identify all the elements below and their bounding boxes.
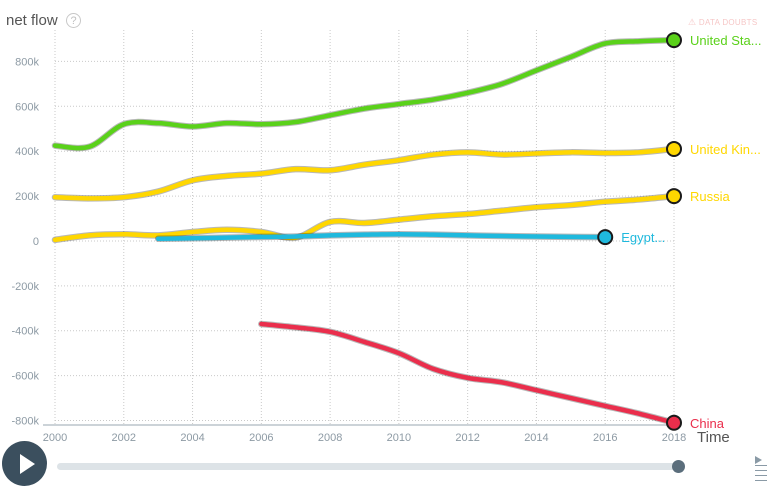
y-tick-label: 800k (15, 56, 39, 68)
time-slider-track[interactable] (57, 463, 677, 470)
x-tick-label: 2014 (524, 432, 548, 444)
y-axis-title[interactable]: net flow (6, 12, 58, 29)
series-label[interactable]: United Kin... (690, 142, 761, 157)
series-label[interactable]: China (690, 416, 725, 431)
series-line[interactable] (52, 146, 677, 201)
series-labels: United Sta... United Kin... Russia Egypt...… (621, 33, 761, 431)
series-line[interactable] (155, 231, 608, 241)
series-end-point[interactable] (666, 188, 682, 205)
data-doubts-link[interactable]: ⚠ DATA DOUBTS (688, 17, 757, 28)
y-tick-label: 200k (15, 191, 39, 203)
y-tick-label: 400k (15, 146, 39, 158)
x-axis-title[interactable]: Time (697, 429, 730, 446)
series-end-points (597, 32, 682, 431)
help-icon[interactable]: ? (66, 13, 81, 28)
play-icon (20, 454, 35, 474)
x-tick-label: 2016 (593, 432, 617, 444)
series-end-point[interactable] (597, 229, 614, 246)
series-line[interactable] (259, 321, 677, 426)
series-end-point[interactable] (666, 140, 682, 157)
x-tick-label: 2018 (662, 432, 686, 444)
series-label[interactable]: Egypt... (621, 230, 665, 245)
series-line-outline (51, 36, 678, 152)
y-tick-label: -200k (11, 281, 39, 293)
x-tick-label: 2002 (112, 432, 136, 444)
x-axis: 2000 2002 2004 2006 2008 2010 2012 2014 2016 2018 (43, 432, 686, 444)
series-line-outline (51, 145, 678, 202)
y-tick-label: -800k (11, 416, 39, 428)
data-doubts-label: DATA DOUBTS (698, 18, 758, 27)
speed-menu-icon[interactable] (755, 456, 769, 482)
time-slider-handle[interactable] (672, 460, 685, 473)
series-line[interactable] (52, 193, 677, 243)
warning-icon: ⚠ (688, 17, 697, 27)
series-end-point[interactable] (666, 414, 682, 431)
y-tick-label: -600k (11, 371, 39, 383)
y-tick-label: 600k (15, 101, 39, 113)
x-tick-label: 2000 (43, 432, 67, 444)
y-axis: 800k 600k 400k 200k 0 -200k -400k -600k -800k (11, 56, 39, 427)
series-lines (51, 36, 678, 427)
x-tick-label: 2004 (180, 432, 204, 444)
y-tick-label: 0 (33, 236, 39, 248)
play-button[interactable] (2, 441, 47, 486)
series-label[interactable]: Russia (690, 189, 731, 204)
x-tick-label: 2006 (249, 432, 273, 444)
chart-grid (43, 30, 675, 426)
series-label[interactable]: United Sta... (690, 33, 762, 48)
x-tick-label: 2008 (318, 432, 342, 444)
x-tick-label: 2012 (455, 432, 479, 444)
x-tick-label: 2010 (387, 432, 411, 444)
series-line[interactable] (52, 37, 677, 151)
series-end-point[interactable] (666, 32, 682, 49)
y-tick-label: -400k (11, 326, 39, 338)
